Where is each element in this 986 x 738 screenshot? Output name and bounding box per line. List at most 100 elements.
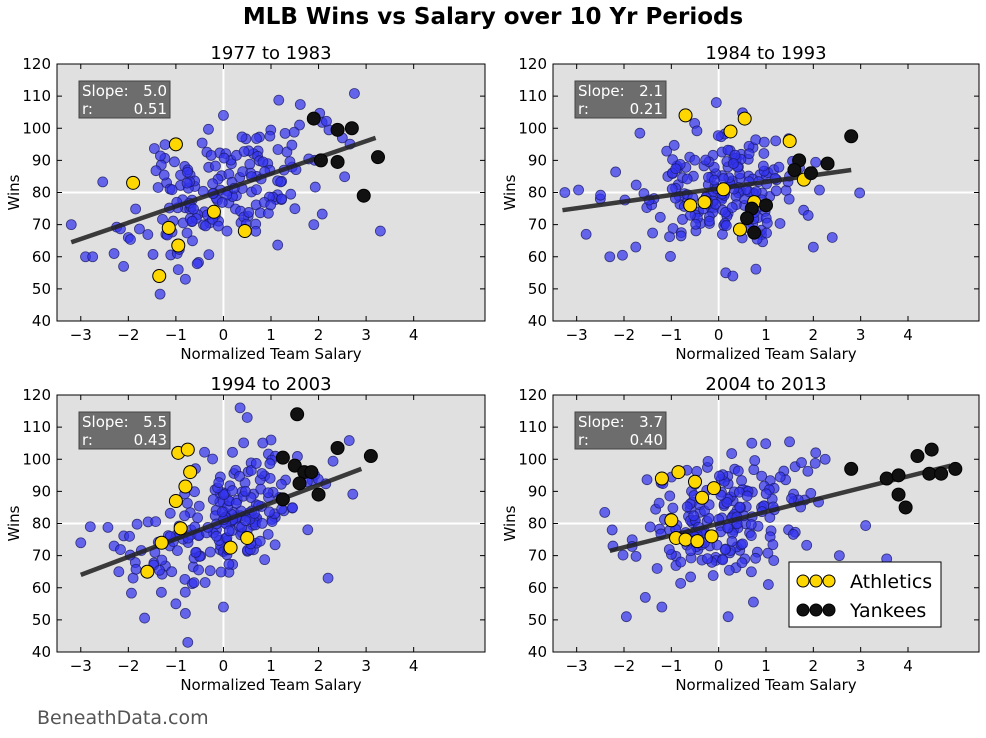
team-season-point	[748, 464, 760, 476]
team-season-point	[182, 636, 194, 648]
team-season-point	[196, 137, 208, 149]
yankees-point	[330, 122, 345, 137]
yankees-point	[934, 466, 949, 481]
team-season-point	[243, 207, 255, 218]
y-axis-label: Wins	[501, 505, 519, 541]
team-season-point	[234, 402, 246, 414]
x-tick-label: −3	[566, 657, 588, 675]
yankees-point	[844, 461, 859, 476]
team-season-point	[212, 220, 224, 232]
yankees-point	[803, 166, 818, 181]
x-tick-label: −2	[613, 657, 635, 675]
team-season-point	[157, 213, 168, 225]
slope-value: 5.5	[143, 413, 167, 431]
yankees-point	[924, 442, 939, 457]
r-value: 0.40	[630, 431, 663, 449]
team-season-point	[691, 466, 703, 477]
team-season-point	[784, 436, 795, 448]
team-season-point	[727, 270, 739, 282]
team-season-point	[689, 154, 701, 166]
team-season-point	[595, 189, 606, 201]
team-season-point	[750, 263, 762, 275]
team-season-point	[259, 554, 271, 566]
team-season-point	[559, 187, 571, 198]
athletics-point	[180, 442, 195, 457]
team-season-point	[288, 126, 300, 138]
y-tick-label: 80	[32, 184, 51, 202]
x-axis-label: Normalized Team Salary	[180, 676, 361, 694]
yankees-point	[287, 458, 302, 473]
team-season-point	[722, 611, 734, 623]
team-season-point	[664, 490, 676, 502]
team-season-point	[770, 185, 782, 197]
yankees-point	[371, 150, 385, 165]
stats-box: Slope: 3.7 r: 0.40	[574, 411, 667, 450]
athletics-point	[690, 534, 705, 549]
athletics-point	[154, 535, 169, 550]
team-season-point	[814, 184, 825, 196]
athletics-point	[704, 529, 719, 544]
x-axis-label: Normalized Team Salary	[180, 345, 361, 363]
team-season-point	[309, 181, 321, 193]
y-axis-label: Wins	[5, 505, 23, 541]
team-season-point	[743, 148, 755, 160]
athletics-point	[126, 175, 141, 190]
team-season-point	[653, 497, 665, 509]
yankees-point	[891, 468, 906, 483]
yankees-point	[330, 441, 345, 456]
team-season-point	[787, 529, 799, 540]
team-season-point	[186, 215, 198, 227]
team-season-point	[720, 220, 732, 231]
team-season-point	[205, 149, 217, 161]
team-season-point	[327, 455, 339, 467]
team-season-point	[203, 123, 214, 135]
r-label: r:	[578, 431, 589, 449]
team-season-point	[809, 457, 821, 469]
watermark-text: BeneathData.com	[37, 707, 209, 729]
team-season-point	[749, 455, 761, 466]
y-tick-label: 60	[528, 579, 547, 597]
yankees-point	[356, 188, 371, 203]
team-season-point	[691, 125, 703, 137]
team-season-point	[230, 497, 242, 509]
team-season-point	[719, 544, 731, 555]
x-tick-label: 2	[314, 657, 324, 675]
team-season-point	[113, 566, 125, 578]
team-season-point	[737, 538, 748, 550]
team-season-point	[130, 563, 142, 575]
team-season-point	[664, 231, 675, 243]
team-season-point	[251, 184, 262, 196]
stats-box: Slope: 5.5 r: 0.43	[78, 411, 171, 450]
team-season-point	[833, 550, 845, 562]
slope-label: Slope:	[578, 82, 625, 100]
team-season-point	[860, 520, 872, 531]
stats-box: Slope: 2.1 r: 0.21	[574, 80, 667, 119]
team-season-point	[343, 435, 355, 446]
team-season-point	[768, 555, 780, 566]
x-tick-label: −1	[660, 657, 682, 675]
slope-label: Slope:	[82, 413, 129, 431]
team-season-point	[665, 251, 676, 262]
legend-athletics-marker	[796, 574, 810, 588]
team-season-point	[854, 187, 866, 199]
team-season-point	[630, 241, 642, 253]
team-season-point	[714, 470, 725, 482]
r-label: r:	[578, 100, 589, 118]
team-season-point	[826, 232, 838, 243]
team-season-point	[203, 249, 215, 261]
team-season-point	[644, 521, 656, 533]
team-season-point	[134, 223, 145, 235]
team-season-point	[294, 99, 306, 110]
yankees-point	[922, 466, 937, 481]
y-tick-label: 110	[518, 87, 547, 105]
team-season-point	[308, 219, 320, 231]
team-season-point	[668, 139, 680, 151]
y-tick-label: 100	[518, 450, 547, 468]
team-season-point	[726, 448, 738, 459]
team-season-point	[710, 97, 722, 108]
team-season-point	[240, 515, 251, 526]
team-season-point	[801, 539, 813, 551]
team-season-point	[675, 230, 687, 242]
x-tick-label: 4	[409, 326, 419, 344]
athletics-point	[678, 532, 693, 547]
